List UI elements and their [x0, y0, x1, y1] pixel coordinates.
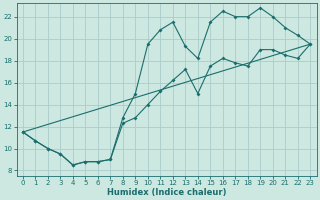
X-axis label: Humidex (Indice chaleur): Humidex (Indice chaleur)	[107, 188, 226, 197]
